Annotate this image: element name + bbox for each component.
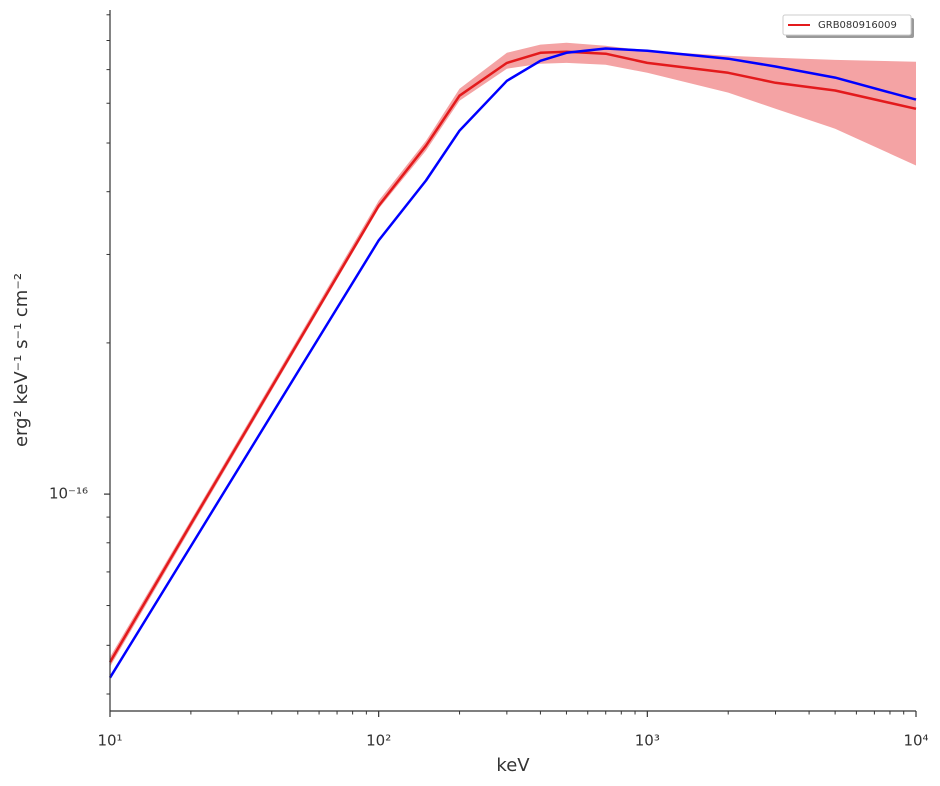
x-tick-label: 10¹	[97, 732, 122, 750]
legend-label: GRB080916009	[818, 20, 897, 31]
line	[108, 47, 917, 679]
legend-box	[782, 14, 912, 36]
x-tick-label: 10³	[635, 732, 660, 750]
line	[108, 50, 917, 663]
x-tick-label: 10⁴	[903, 732, 928, 750]
y-tick-label: 10⁻¹⁶	[49, 485, 88, 503]
x-axis-label: keV	[496, 755, 530, 776]
x-tick-label: 10²	[366, 732, 391, 750]
confidence-band	[110, 42, 916, 667]
y-axis-label: erg² keV⁻¹ s⁻¹ cm⁻²	[11, 273, 32, 447]
